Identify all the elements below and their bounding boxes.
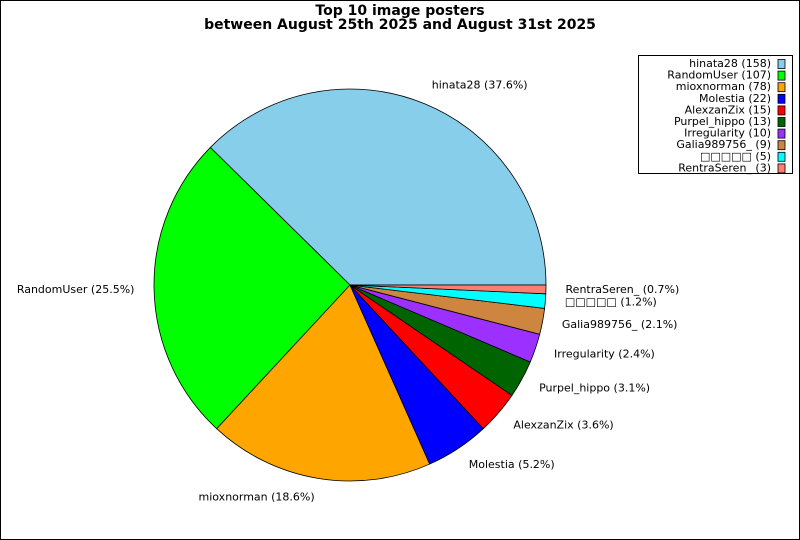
slice-label: Molestia (5.2%) — [469, 458, 555, 471]
slice-label: mioxnorman (18.6%) — [199, 491, 315, 504]
legend-label: Galia989756_ (9) — [676, 138, 771, 151]
legend-swatch — [777, 59, 786, 69]
legend-label: □□□□□ (5) — [700, 150, 771, 163]
legend-label: Irregularity (10) — [684, 127, 771, 140]
pie-slice — [209, 88, 547, 286]
legend-label: RentraSeren_ (3) — [678, 161, 771, 174]
legend-label: hinata28 (158) — [689, 57, 771, 70]
slice-label: hinata28 (37.6%) — [432, 79, 528, 92]
legend-label: Molestia (22) — [699, 92, 771, 105]
slice-label: RentraSeren_ (0.7%) — [566, 283, 680, 296]
pie-slice — [349, 284, 547, 295]
legend-label: mioxnorman (78) — [676, 80, 771, 93]
legend-swatch — [777, 70, 786, 81]
slice-label: Purpel_hippo (3.1%) — [539, 382, 650, 395]
legend-swatch — [777, 82, 786, 93]
legend-swatch — [777, 93, 786, 104]
slice-label: AlexzanZix (3.6%) — [513, 419, 613, 432]
legend-label: RandomUser (107) — [667, 69, 771, 82]
chart-title: Top 10 image posters — [315, 3, 484, 19]
slice-label: RandomUser (25.5%) — [17, 283, 135, 296]
legend-label: Purpel_hippo (13) — [674, 115, 771, 128]
legend-swatch — [777, 128, 786, 139]
slice-label: Galia989756_ (2.1%) — [562, 318, 678, 331]
legend-swatch — [777, 117, 786, 127]
chart-subtitle: between August 25th 2025 and August 31st… — [204, 17, 596, 33]
legend-swatch — [777, 140, 786, 151]
legend-swatch — [777, 163, 786, 174]
slice-label: □□□□□ (1.2%) — [565, 296, 657, 309]
slice-label: Irregularity (2.4%) — [554, 348, 655, 361]
pie-slice — [153, 146, 351, 430]
legend-swatch — [777, 105, 786, 116]
legend-box — [638, 55, 793, 174]
pie-slice — [216, 284, 431, 482]
legend-swatch — [777, 151, 786, 162]
legend-label: AlexzanZix (15) — [685, 103, 771, 116]
